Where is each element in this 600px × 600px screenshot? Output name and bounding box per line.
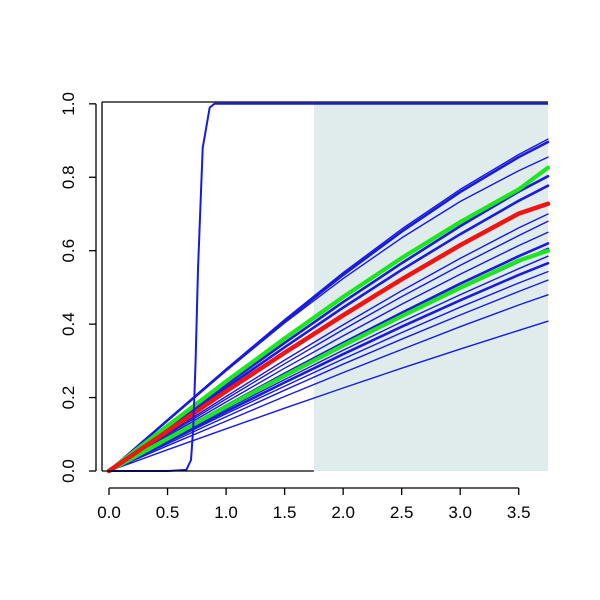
blue-series-line-8 xyxy=(108,213,549,472)
blue-series-line-13 xyxy=(107,261,550,473)
x-axis: 0.0 0.5 1.0 1.5 2.0 2.5 3.0 3.5 xyxy=(97,487,531,522)
green-series-line-17 xyxy=(106,165,551,474)
x-tick-label: 1.0 xyxy=(214,503,238,522)
y-tick-label: 0.8 xyxy=(59,165,78,189)
blue-series-line-16 xyxy=(108,320,549,472)
x-tick-label: 1.5 xyxy=(273,503,297,522)
x-tick-label: 3.0 xyxy=(448,503,472,522)
step-curve-line xyxy=(109,102,548,472)
green-series-line-18 xyxy=(106,248,551,474)
y-tick-label: 0.4 xyxy=(59,312,78,336)
x-tick-label: 2.5 xyxy=(390,503,414,522)
x-tick-label: 2.0 xyxy=(331,503,355,522)
y-tick-label: 0.2 xyxy=(59,386,78,410)
blue-series-line-15 xyxy=(108,294,549,472)
blue-series-line-3 xyxy=(107,140,550,473)
blue-series-line-6 xyxy=(108,220,549,472)
x-tick-label: 0.5 xyxy=(156,503,180,522)
y-axis: 0.0 0.2 0.4 0.6 0.8 1.0 xyxy=(59,92,97,483)
blue-series-line-12 xyxy=(108,279,549,472)
series-group xyxy=(106,102,551,474)
blue-series-line-7 xyxy=(108,231,549,472)
y-tick-label: 0.0 xyxy=(59,459,78,483)
x-tick-label: 3.5 xyxy=(507,503,531,522)
red-series-line-19 xyxy=(106,201,551,474)
y-tick-label: 1.0 xyxy=(59,92,78,116)
y-tick-label: 0.6 xyxy=(59,239,78,263)
blue-series-line-11 xyxy=(108,270,549,472)
x-tick-label: 0.0 xyxy=(97,503,121,522)
